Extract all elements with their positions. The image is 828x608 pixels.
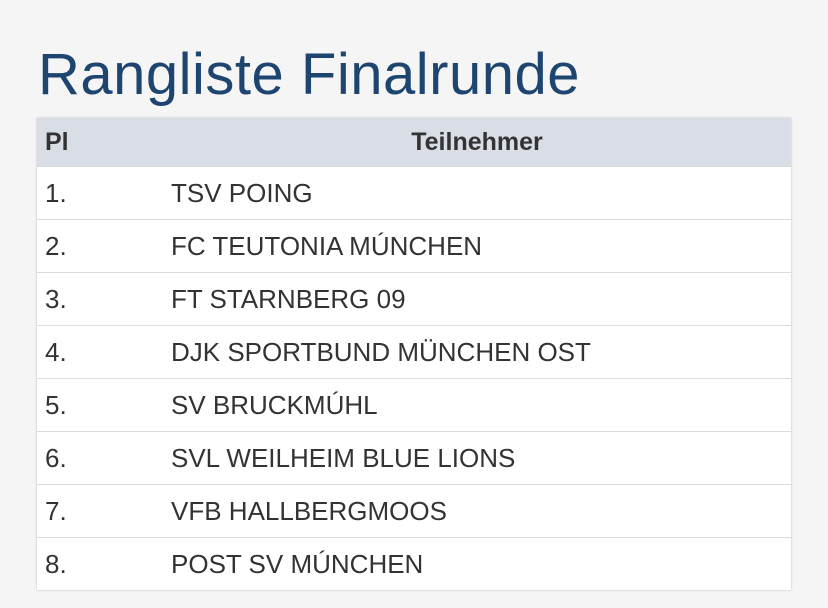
team-cell: SV BRUCKMÚHL xyxy=(163,378,791,432)
rank-cell: 2. xyxy=(37,219,163,273)
team-cell: TSV POING xyxy=(163,166,791,220)
page-title: Rangliste Finalrunde xyxy=(38,42,580,107)
team-cell: DJK SPORTBUND MÜNCHEN OST xyxy=(163,325,791,379)
table-row: 4. DJK SPORTBUND MÜNCHEN OST xyxy=(37,325,791,379)
header-row: Pl Teilnehmer xyxy=(37,118,791,167)
table-row: 7. VFB HALLBERGMOOS xyxy=(37,484,791,538)
table-row: 6. SVL WEILHEIM BLUE LIONS xyxy=(37,431,791,485)
team-cell: FT STARNBERG 09 xyxy=(163,272,791,326)
table-row: 2. FC TEUTONIA MÚNCHEN xyxy=(37,219,791,273)
column-header: Pl xyxy=(37,118,163,167)
team-cell: FC TEUTONIA MÚNCHEN xyxy=(163,219,791,273)
table-row: 1. TSV POING xyxy=(37,166,791,220)
team-cell: POST SV MÚNCHEN xyxy=(163,537,791,590)
rank-cell: 4. xyxy=(37,325,163,379)
table-body: 1. TSV POING 2. FC TEUTONIA MÚNCHEN 3. FT STA… xyxy=(37,166,791,590)
table-row: 3. FT STARNBERG 09 xyxy=(37,272,791,326)
team-cell: SVL WEILHEIM BLUE LIONS xyxy=(163,431,791,485)
rank-cell: 8. xyxy=(37,537,163,590)
rank-cell: 5. xyxy=(37,378,163,432)
table-row: 5. SV BRUCKMÚHL xyxy=(37,378,791,432)
ranking-table: Pl Teilnehmer 1. TSV POING 2. FC TEUTONIA M… xyxy=(37,118,791,590)
team-cell: VFB HALLBERGMOOS xyxy=(163,484,791,538)
column-header: Teilnehmer xyxy=(163,118,791,167)
rank-cell: 7. xyxy=(37,484,163,538)
table-row: 8. POST SV MÚNCHEN xyxy=(37,537,791,590)
rank-cell: 1. xyxy=(37,166,163,220)
rank-cell: 3. xyxy=(37,272,163,326)
rank-cell: 6. xyxy=(37,431,163,485)
